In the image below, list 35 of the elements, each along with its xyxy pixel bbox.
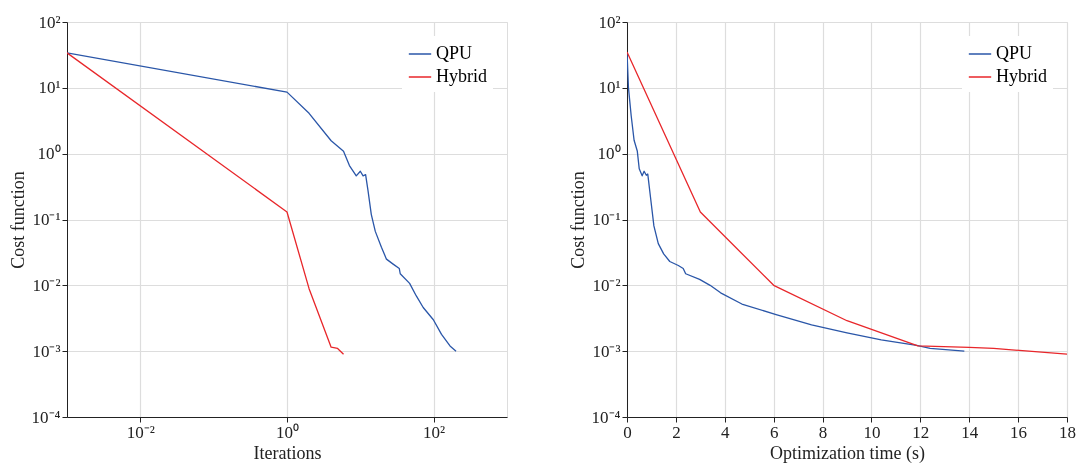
x-axis-title: Optimization time (s) [770, 442, 925, 463]
x-tick-label: 10⁰ [276, 422, 299, 442]
x-tick-label: 10² [423, 422, 446, 442]
y-tick-label: 10⁰ [597, 144, 621, 164]
y-tick-label: 10⁻² [32, 275, 61, 295]
x-tick-label: 18 [1059, 422, 1076, 442]
legend-label: Hybrid [436, 66, 487, 86]
y-axis-title: Cost function [7, 171, 28, 269]
x-tick-label: 2 [672, 422, 681, 442]
x-tick-label: 6 [769, 422, 779, 442]
x-tick-label: 12 [912, 422, 930, 442]
x-tick-label: 0 [623, 422, 632, 442]
y-tick-label: 10⁻⁴ [31, 407, 61, 427]
legend-label: QPU [436, 43, 473, 63]
x-axis-title: Iterations [253, 442, 322, 463]
y-tick-label: 10⁻¹ [592, 210, 621, 229]
y-tick-label: 10⁻¹ [32, 210, 61, 229]
y-axis-title: Cost function [567, 171, 588, 269]
legend-label: QPU [996, 43, 1033, 63]
x-tick-label: 14 [961, 422, 979, 442]
y-tick-label: 10⁻⁴ [591, 407, 621, 427]
x-tick-label: 10⁻² [126, 422, 155, 442]
y-tick-label: 10¹ [38, 78, 61, 98]
y-tick-label: 10⁰ [37, 144, 61, 164]
x-tick-label: 4 [721, 422, 731, 442]
y-tick-label: 10⁻² [592, 275, 621, 295]
x-tick-label: 16 [1010, 422, 1028, 442]
x-tick-label: 8 [818, 422, 828, 442]
y-tick-label: 10⁻³ [32, 341, 61, 361]
x-tick-label: 10 [863, 422, 881, 442]
y-tick-label: 10⁻³ [592, 341, 621, 361]
y-tick-label: 10² [38, 12, 61, 32]
legend-label: Hybrid [996, 66, 1047, 86]
y-tick-label: 10¹ [598, 78, 621, 98]
y-tick-label: 10² [598, 12, 621, 32]
